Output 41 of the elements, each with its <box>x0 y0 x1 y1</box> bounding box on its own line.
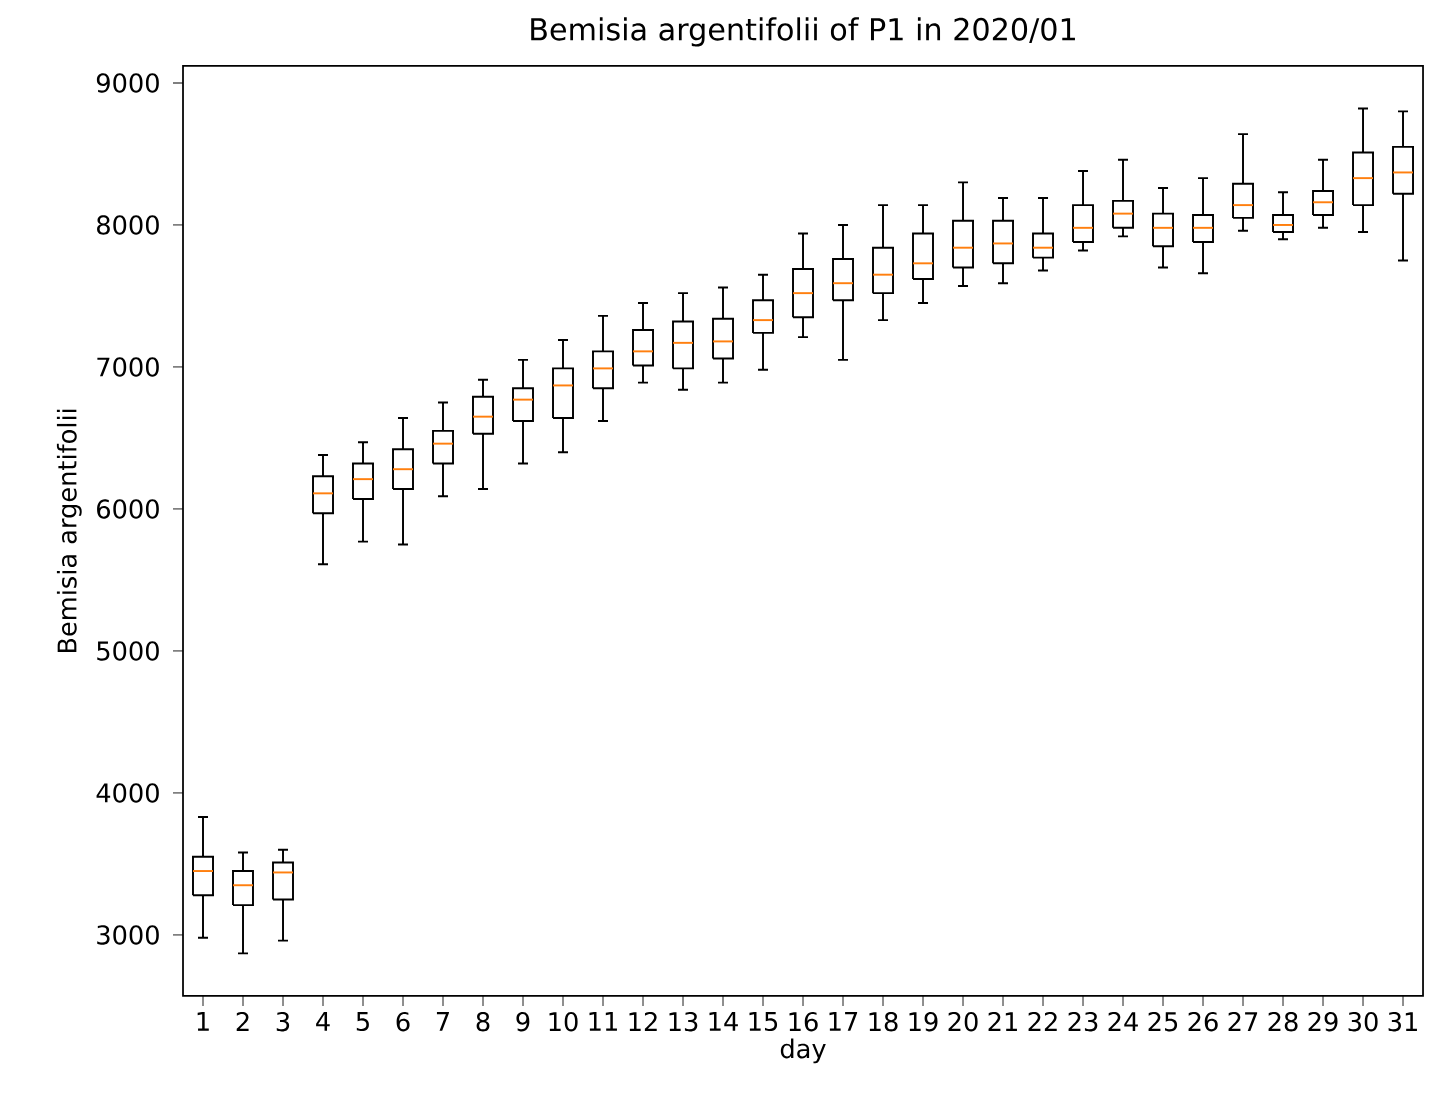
x-tick-label: 11 <box>589 1011 617 1031</box>
x-tick-label: 17 <box>829 1011 858 1031</box>
x-tick-label: 1 <box>197 1011 209 1031</box>
y-tick-label: 4000 <box>96 783 159 803</box>
x-tick-label: 26 <box>1188 1011 1218 1032</box>
x-tick-label: 10 <box>549 1011 578 1032</box>
x-tick-label: 29 <box>1308 1011 1338 1032</box>
x-tick-label: 30 <box>1348 1011 1378 1032</box>
x-tick-label: 25 <box>1148 1011 1178 1032</box>
x-tick-label: 8 <box>476 1011 490 1032</box>
x-tick-label: 16 <box>789 1011 818 1032</box>
x-tick-label: 23 <box>1068 1011 1098 1032</box>
x-tick-label: 18 <box>869 1011 898 1032</box>
x-tick-label: 31 <box>1388 1011 1417 1032</box>
x-tick-label: 27 <box>1228 1011 1258 1031</box>
x-tick-label: 20 <box>948 1011 978 1032</box>
y-tick-label: 9000 <box>96 73 159 93</box>
y-tick-label: 7000 <box>97 357 159 377</box>
x-tick-label: 6 <box>396 1011 410 1032</box>
x-tick-label: 13 <box>669 1011 698 1032</box>
x-tick-label: 21 <box>988 1011 1017 1031</box>
x-tick-label: 19 <box>909 1011 938 1032</box>
y-tick-label: 6000 <box>97 499 159 519</box>
x-tick-label: 3 <box>276 1011 290 1032</box>
x-tick-label: 14 <box>709 1011 738 1031</box>
x-tick-label: 12 <box>629 1011 657 1031</box>
x-tick-label: 24 <box>1108 1011 1138 1031</box>
y-axis-title: Bemisia argentifolii <box>56 409 82 653</box>
x-tick-label: 9 <box>516 1011 530 1032</box>
x-tick-label: 7 <box>436 1011 449 1031</box>
x-tick-label: 2 <box>236 1011 249 1031</box>
y-tick-label: 3000 <box>97 925 159 945</box>
chart-title: Bemisia argentifolii of P1 in 2020/01 <box>531 17 1075 47</box>
y-tick-label: 5000 <box>97 641 159 661</box>
x-tick-label: 15 <box>749 1011 778 1032</box>
x-tick-label: 4 <box>316 1011 330 1031</box>
y-tick-label: 8000 <box>97 215 159 235</box>
x-tick-label: 28 <box>1268 1011 1298 1032</box>
x-tick-label: 5 <box>356 1011 369 1032</box>
x-tick-label: 22 <box>1028 1011 1057 1031</box>
x-axis-title: day <box>780 1038 826 1064</box>
